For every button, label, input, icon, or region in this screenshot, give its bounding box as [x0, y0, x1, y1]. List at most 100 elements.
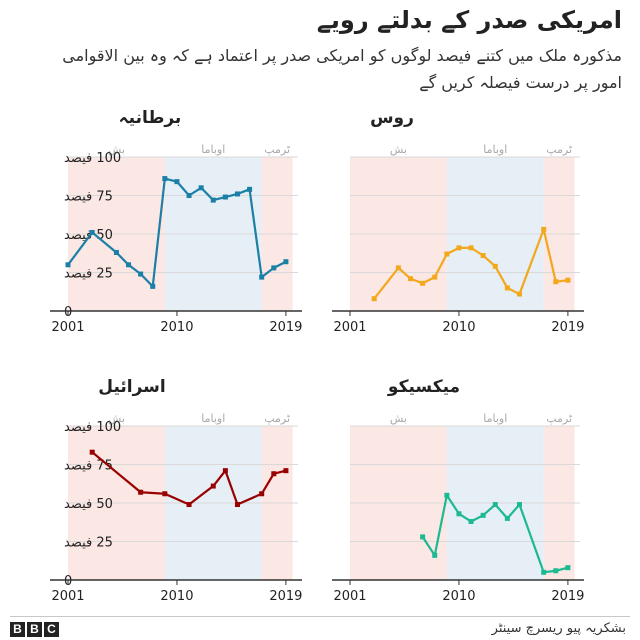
data-point	[271, 471, 277, 477]
data-point	[247, 186, 253, 192]
data-point	[432, 552, 438, 558]
y-tick-label: 25 فیصد	[64, 267, 113, 282]
era-label: بش	[108, 412, 125, 425]
data-point	[565, 277, 571, 283]
data-point	[210, 197, 216, 203]
data-point	[504, 515, 510, 521]
data-point	[504, 285, 510, 291]
data-point	[162, 176, 168, 182]
series-line	[91, 451, 287, 506]
era-label: اوباما	[483, 143, 507, 156]
bbc-logo: B B C	[10, 622, 59, 637]
footer-divider	[10, 616, 630, 617]
y-tick-label: 50 فیصد	[64, 497, 113, 512]
bbc-logo-letter: C	[44, 622, 59, 637]
data-point	[468, 245, 474, 251]
y-tick-label: 50 فیصد	[64, 228, 113, 243]
x-tick-label: 2001	[51, 589, 84, 604]
y-tick-label: 100 فیصد	[64, 420, 121, 435]
bbc-logo-letter: B	[27, 622, 42, 637]
panel-title: روس	[370, 108, 414, 128]
era-label: ٹرمپ	[546, 412, 573, 425]
data-point	[420, 534, 426, 540]
data-point	[138, 489, 144, 495]
data-point	[259, 274, 265, 280]
era-label: بش	[108, 143, 125, 156]
data-point	[126, 262, 132, 268]
data-point	[516, 502, 522, 508]
data-point	[234, 191, 240, 197]
data-point	[395, 265, 401, 271]
data-point	[150, 283, 156, 289]
data-point	[89, 229, 95, 235]
footer: B B C بشکریہ پیو ریسرچ سینٹر	[0, 614, 640, 640]
y-tick-label: 100 فیصد	[64, 151, 121, 166]
x-tick-label: 2010	[442, 320, 475, 335]
source-credit: بشکریہ پیو ریسرچ سینٹر	[491, 621, 626, 636]
chart-subtitle: مذکورہ ملک میں کتنے فیصد لوگوں کو امریکی…	[62, 46, 622, 92]
data-point	[283, 468, 289, 474]
chart-title: امریکی صدر کے بدلتے رویے	[316, 6, 622, 34]
data-point	[468, 518, 474, 524]
data-point	[198, 185, 204, 191]
data-point	[420, 280, 426, 286]
era-label: بش	[390, 143, 407, 156]
data-point	[444, 251, 450, 257]
data-point	[186, 193, 192, 198]
data-point	[553, 279, 559, 285]
era-label: اوباما	[201, 412, 225, 425]
data-point	[259, 491, 265, 497]
data-point	[444, 492, 450, 498]
data-point	[65, 262, 71, 268]
x-tick-label: 2010	[160, 589, 193, 604]
data-point	[492, 502, 498, 508]
data-point	[174, 179, 180, 185]
data-point	[138, 271, 144, 277]
data-point	[113, 249, 119, 255]
data-point	[541, 226, 547, 232]
data-point	[162, 491, 168, 497]
data-point	[480, 512, 486, 518]
data-point	[222, 194, 228, 200]
y-tick-label: 25 فیصد	[64, 536, 113, 551]
data-point	[271, 265, 277, 271]
x-tick-label: 2010	[442, 589, 475, 604]
era-label: بش	[390, 412, 407, 425]
data-point	[89, 449, 95, 455]
x-tick-label: 2001	[51, 320, 84, 335]
data-point	[186, 502, 192, 508]
y-tick-label: 75 فیصد	[64, 190, 113, 205]
data-point	[222, 468, 228, 474]
era-label: ٹرمپ	[546, 143, 573, 156]
x-tick-label: 2001	[333, 320, 366, 335]
data-point	[553, 568, 559, 574]
era-label: اوباما	[483, 412, 507, 425]
data-point	[541, 569, 547, 575]
era-label: ٹرمپ	[264, 143, 291, 156]
panel-title: برطانیہ	[119, 108, 182, 128]
data-point	[516, 291, 522, 297]
era-label: اوباما	[201, 143, 225, 156]
data-point	[371, 296, 377, 302]
bbc-logo-letter: B	[10, 622, 25, 637]
y-tick-label: 75 فیصد	[64, 459, 113, 474]
data-point	[408, 276, 414, 282]
x-tick-label: 2019	[551, 320, 584, 335]
data-point	[492, 263, 498, 269]
data-point	[456, 511, 462, 517]
data-point	[565, 565, 571, 571]
x-tick-label: 2019	[269, 589, 302, 604]
x-tick-label: 2010	[160, 320, 193, 335]
data-point	[432, 274, 438, 280]
data-point	[210, 483, 216, 489]
panel-title: میکسیکو	[387, 377, 460, 397]
x-tick-label: 2001	[333, 589, 366, 604]
data-point	[456, 245, 462, 251]
era-label: ٹرمپ	[264, 412, 291, 425]
x-tick-label: 2019	[551, 589, 584, 604]
panel-title: اسرائیل	[98, 377, 165, 397]
x-tick-label: 2019	[269, 320, 302, 335]
data-point	[480, 253, 486, 259]
data-point	[283, 259, 289, 265]
